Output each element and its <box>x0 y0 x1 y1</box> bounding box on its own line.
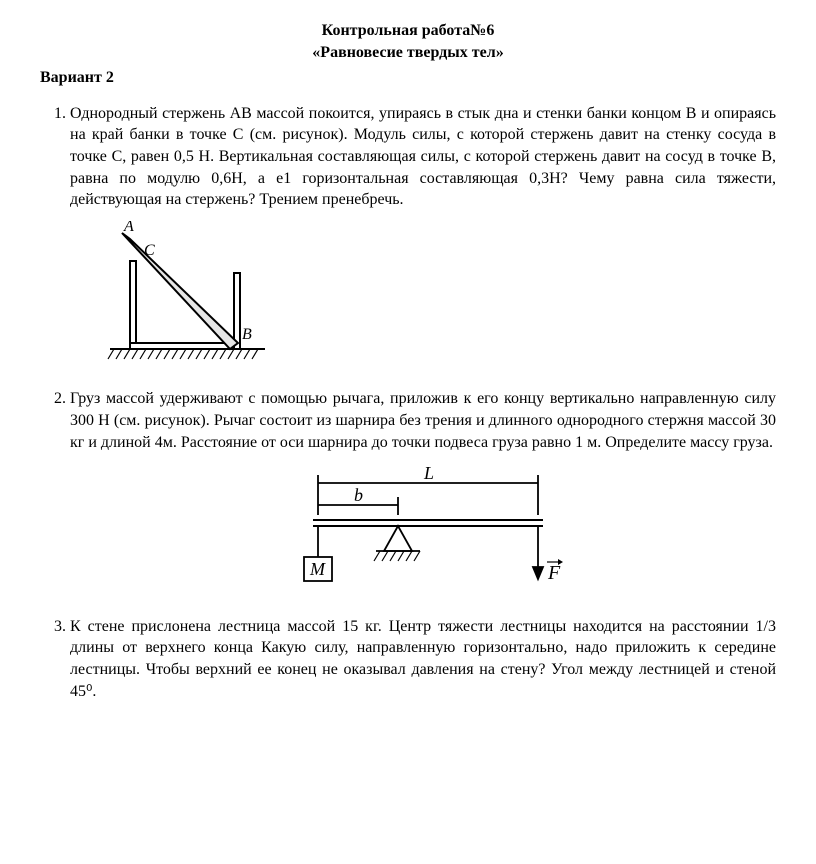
variant-label: Вариант 2 <box>40 67 776 89</box>
label-B: B <box>242 326 252 343</box>
lever-diagram: L b M F <box>258 465 588 595</box>
figure-2: L b M F <box>70 465 776 602</box>
problem-text: Груз массой удерживают с помощью рычага,… <box>70 390 776 450</box>
problem-item: Груз массой удерживают с помощью рычага,… <box>70 388 776 601</box>
problem-text: К стене прислонена лестница массой 15 кг… <box>70 618 776 700</box>
label-L: L <box>423 465 434 483</box>
label-A: A <box>123 221 134 235</box>
problem-item: К стене прислонена лестница массой 15 кг… <box>70 616 776 702</box>
title-line-1: Контрольная работа№6 <box>40 20 776 42</box>
label-F-vector: F <box>547 559 563 584</box>
rod-in-jar-diagram: A C B <box>100 221 270 366</box>
title-line-2: «Равновесие твердых тел» <box>40 42 776 64</box>
figure-1: A C B <box>100 221 776 373</box>
problem-list: Однородный стержень АВ массой покоится, … <box>70 103 776 702</box>
problem-item: Однородный стержень АВ массой покоится, … <box>70 103 776 373</box>
problem-text: Однородный стержень АВ массой покоится, … <box>70 105 776 208</box>
label-C: C <box>144 242 155 259</box>
label-M: M <box>309 559 326 579</box>
label-F: F <box>547 562 561 584</box>
label-b: b <box>354 485 363 505</box>
